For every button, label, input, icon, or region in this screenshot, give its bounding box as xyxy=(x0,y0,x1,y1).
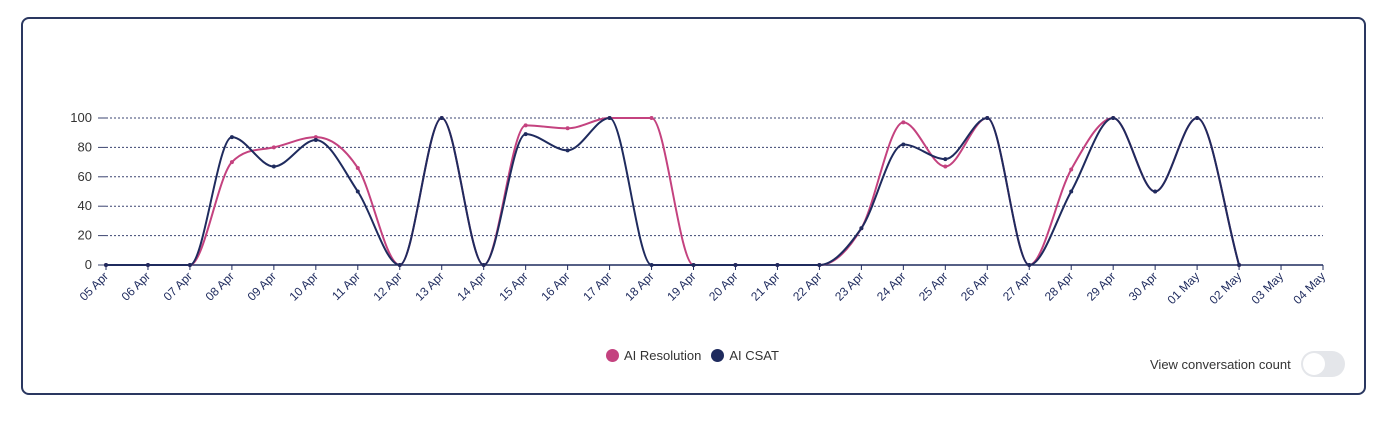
data-point-ai-csat xyxy=(985,116,990,120)
x-tick-label: 11 Apr xyxy=(329,269,363,303)
y-tick-label: 20 xyxy=(78,228,92,243)
x-tick-label: 14 Apr xyxy=(454,269,488,303)
data-point-ai-resolution xyxy=(1069,167,1074,172)
data-point-ai-csat xyxy=(649,263,654,267)
data-point-ai-csat xyxy=(523,132,528,137)
data-point-ai-csat xyxy=(691,263,696,267)
x-tick-label: 23 Apr xyxy=(832,269,866,303)
data-point-ai-csat xyxy=(943,157,948,162)
data-point-ai-resolution xyxy=(943,164,948,169)
y-tick-label: 80 xyxy=(78,139,92,154)
x-tick-label: 26 Apr xyxy=(958,269,992,303)
data-point-ai-csat xyxy=(1027,263,1032,267)
data-point-ai-csat xyxy=(397,263,402,267)
x-tick-label: 21 Apr xyxy=(748,269,782,303)
data-point-ai-csat xyxy=(1195,116,1200,120)
data-point-ai-csat xyxy=(1069,189,1074,194)
data-point-ai-csat xyxy=(733,263,738,267)
data-point-ai-csat xyxy=(104,263,108,267)
data-point-ai-csat xyxy=(565,148,570,153)
data-point-ai-csat xyxy=(187,263,192,267)
data-point-ai-csat xyxy=(313,138,318,143)
data-point-ai-csat xyxy=(775,263,780,267)
data-point-ai-csat xyxy=(271,164,276,169)
y-tick-label: 60 xyxy=(78,169,92,184)
data-point-ai-resolution xyxy=(355,165,360,170)
x-tick-label: 13 Apr xyxy=(412,269,446,303)
x-tick-label: 25 Apr xyxy=(916,269,950,303)
toggle-knob xyxy=(1302,353,1325,375)
x-tick-label: 08 Apr xyxy=(203,269,237,303)
x-tick-label: 22 Apr xyxy=(790,269,824,303)
data-point-ai-resolution xyxy=(649,116,654,120)
data-point-ai-csat xyxy=(859,226,864,231)
x-tick-label: 12 Apr xyxy=(370,269,404,303)
data-point-ai-csat xyxy=(901,142,906,147)
x-tick-label: 20 Apr xyxy=(706,269,740,303)
x-tick-label: 04 May xyxy=(1290,269,1328,307)
x-tick-label: 30 Apr xyxy=(1126,269,1160,303)
data-point-ai-resolution xyxy=(565,126,570,131)
data-point-ai-csat xyxy=(145,263,150,267)
x-tick-label: 28 Apr xyxy=(1042,269,1076,303)
data-point-ai-resolution xyxy=(901,120,906,125)
data-point-ai-csat xyxy=(1153,189,1158,194)
x-tick-label: 03 May xyxy=(1248,269,1286,307)
x-tick-label: 10 Apr xyxy=(287,269,321,303)
toggle-label: View conversation count xyxy=(1150,356,1291,372)
legend-dot-ai-csat xyxy=(711,349,725,362)
data-point-ai-csat xyxy=(1111,116,1116,120)
data-point-ai-csat xyxy=(481,263,486,267)
x-tick-label: 07 Apr xyxy=(161,269,195,303)
data-point-ai-csat xyxy=(439,116,444,120)
data-point-ai-resolution xyxy=(523,123,528,128)
data-point-ai-csat xyxy=(1237,263,1242,267)
conversation-count-toggle-group: View conversation count xyxy=(1150,351,1345,377)
x-tick-label: 15 Apr xyxy=(496,269,530,303)
x-tick-label: 02 May xyxy=(1206,269,1244,307)
x-tick-label: 24 Apr xyxy=(874,269,908,303)
data-point-ai-csat xyxy=(229,135,234,140)
x-tick-label: 05 Apr xyxy=(77,269,111,303)
x-tick-label: 19 Apr xyxy=(664,269,698,303)
x-tick-label: 18 Apr xyxy=(622,269,656,303)
x-tick-label: 29 Apr xyxy=(1084,269,1118,303)
legend-label-ai-resolution: AI Resolution xyxy=(624,348,702,363)
chart-legend: AI Resolution AI CSAT xyxy=(606,348,789,363)
x-tick-label: 06 Apr xyxy=(119,269,153,303)
data-point-ai-resolution xyxy=(313,135,318,140)
legend-item-ai-csat[interactable]: AI CSAT xyxy=(711,348,779,363)
data-point-ai-resolution xyxy=(271,145,276,150)
data-point-ai-csat xyxy=(817,263,822,267)
x-tick-label: 01 May xyxy=(1164,269,1202,307)
x-tick-label: 27 Apr xyxy=(1000,269,1034,303)
x-tick-label: 16 Apr xyxy=(538,269,572,303)
data-point-ai-csat xyxy=(355,189,360,194)
y-tick-label: 40 xyxy=(78,198,92,213)
data-point-ai-csat xyxy=(607,116,612,120)
conversation-count-toggle[interactable] xyxy=(1300,351,1345,377)
chart-card xyxy=(21,17,1366,395)
x-tick-label: 09 Apr xyxy=(245,269,279,303)
y-tick-label: 0 xyxy=(85,257,92,272)
x-tick-label: 17 Apr xyxy=(580,269,614,303)
legend-label-ai-csat: AI CSAT xyxy=(729,348,779,363)
legend-dot-ai-resolution xyxy=(606,349,619,362)
series-line-ai-resolution xyxy=(105,116,1241,267)
data-point-ai-resolution xyxy=(229,160,234,165)
legend-item-ai-resolution[interactable]: AI Resolution xyxy=(606,348,701,363)
y-tick-label: 100 xyxy=(70,110,92,125)
